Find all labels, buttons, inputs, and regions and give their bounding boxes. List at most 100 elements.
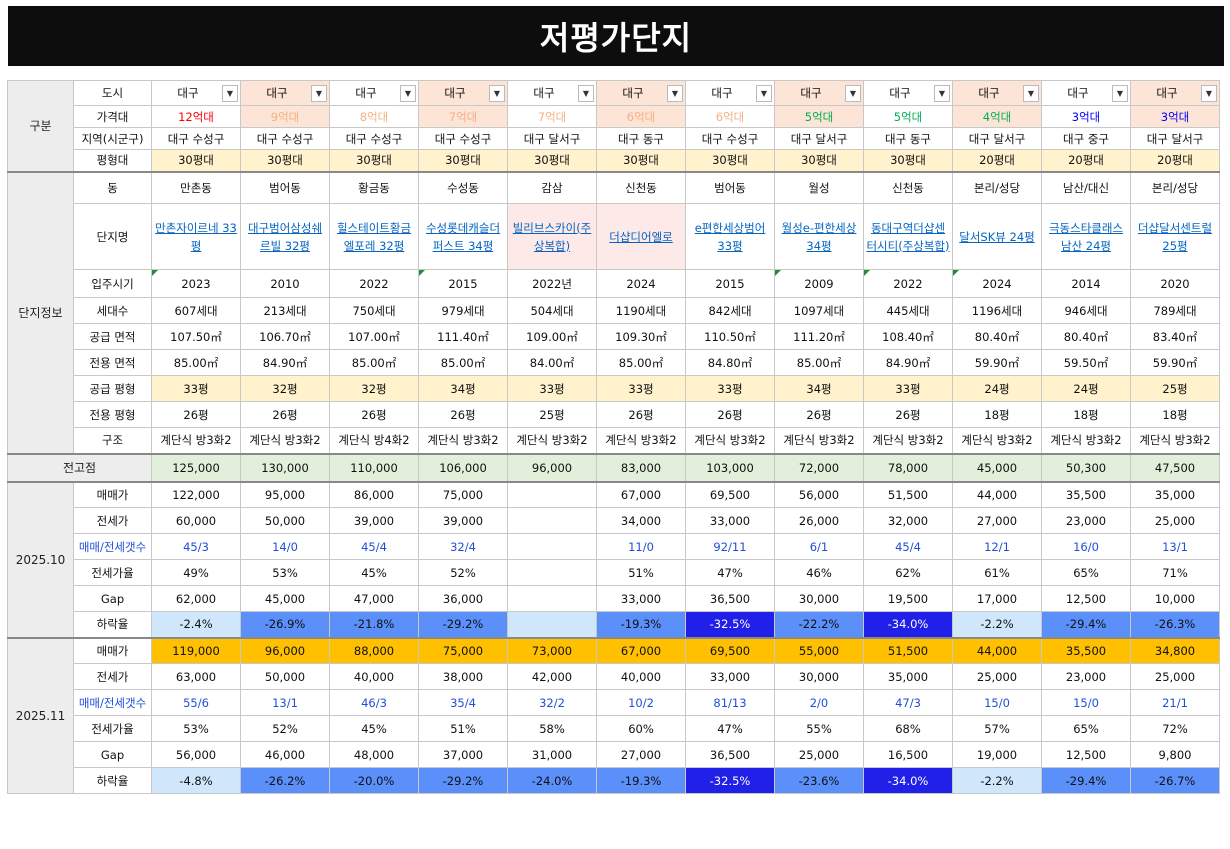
nov-counts-cell: 55/6 bbox=[151, 689, 241, 716]
exclusive-area-cell: 84.00㎡ bbox=[507, 349, 597, 376]
exclusive-area-cell: 85.00㎡ bbox=[329, 349, 419, 376]
section-label-nov: 2025.11 bbox=[7, 636, 74, 794]
city-select[interactable]: 대구 ▼ bbox=[1130, 80, 1220, 106]
supply-pyeong-cell: 34평 bbox=[418, 375, 508, 402]
oct-jeonse-cell: 25,000 bbox=[1130, 507, 1220, 534]
city-select[interactable]: 대구 ▼ bbox=[329, 80, 419, 106]
year-cell: 2022년 bbox=[507, 269, 597, 298]
city-dropdown[interactable]: 대구 ▼ bbox=[1133, 84, 1217, 102]
complex-name-cell[interactable]: 힐스테이트황금엘포레 32평 bbox=[329, 203, 419, 270]
oct-sale-cell: 69,500 bbox=[685, 480, 775, 508]
city-dropdown[interactable]: 대구 ▼ bbox=[866, 84, 950, 102]
complex-name-link[interactable]: 힐스테이트황금엘포레 32평 bbox=[336, 220, 412, 253]
complex-name-link[interactable]: 더샵디어엘로 bbox=[609, 229, 673, 244]
exclusive-pyeong-cell: 18평 bbox=[952, 401, 1042, 428]
section-label-danji: 단지정보 bbox=[7, 170, 74, 454]
city-dropdown[interactable]: 대구 ▼ bbox=[688, 84, 772, 102]
complex-name-cell[interactable]: 더샵달서센트럴 25평 bbox=[1130, 203, 1220, 270]
exclusive-area-cell: 85.00㎡ bbox=[596, 349, 686, 376]
complex-name-link[interactable]: 극동스타클래스남산 24평 bbox=[1048, 220, 1124, 253]
city-select[interactable]: 대구 ▼ bbox=[952, 80, 1042, 106]
dropdown-arrow-icon[interactable]: ▼ bbox=[934, 84, 950, 102]
row-label-price-band: 가격대 bbox=[73, 105, 152, 128]
complex-name-cell[interactable]: 빌리브스카이(주상복합) bbox=[507, 203, 597, 270]
city-dropdown[interactable]: 대구 ▼ bbox=[243, 84, 327, 102]
dropdown-arrow-icon[interactable]: ▼ bbox=[400, 84, 416, 102]
supply-area-cell: 111.20㎡ bbox=[774, 323, 864, 350]
nov-jeonse-cell: 63,000 bbox=[151, 663, 241, 690]
city-dropdown[interactable]: 대구 ▼ bbox=[955, 84, 1039, 102]
oct-sale-cell: 75,000 bbox=[418, 480, 508, 508]
complex-name-link[interactable]: 빌리브스카이(주상복합) bbox=[512, 220, 592, 253]
city-select[interactable]: 대구 ▼ bbox=[863, 80, 953, 106]
supply-area-cell: 107.00㎡ bbox=[329, 323, 419, 350]
city-value: 대구 bbox=[711, 86, 733, 100]
complex-name-cell[interactable]: 월성e-편한세상 34평 bbox=[774, 203, 864, 270]
nov-sale-cell: 44,000 bbox=[952, 636, 1042, 664]
oct-drop-cell: -21.8% bbox=[329, 611, 419, 638]
dropdown-arrow-icon[interactable]: ▼ bbox=[578, 84, 594, 102]
city-dropdown[interactable]: 대구 ▼ bbox=[510, 84, 594, 102]
complex-name-cell[interactable]: e편한세상범어 33평 bbox=[685, 203, 775, 270]
nov-counts-cell: 13/1 bbox=[240, 689, 330, 716]
complex-name-cell[interactable]: 동대구역더샵센터시티(주상복합) bbox=[863, 203, 953, 270]
size-band-cell: 20평대 bbox=[1041, 149, 1131, 172]
complex-name-cell[interactable]: 달서SK뷰 24평 bbox=[952, 203, 1042, 270]
year-cell: 2024 bbox=[952, 269, 1042, 298]
year-cell: 2009 bbox=[774, 269, 864, 298]
dropdown-arrow-icon[interactable]: ▼ bbox=[1023, 84, 1039, 102]
region-cell: 대구 달서구 bbox=[507, 127, 597, 150]
city-select[interactable]: 대구 ▼ bbox=[240, 80, 330, 106]
city-select[interactable]: 대구 ▼ bbox=[685, 80, 775, 106]
nov-drop-cell: -26.2% bbox=[240, 767, 330, 794]
city-select[interactable]: 대구 ▼ bbox=[507, 80, 597, 106]
city-dropdown[interactable]: 대구 ▼ bbox=[599, 84, 683, 102]
city-dropdown[interactable]: 대구 ▼ bbox=[332, 84, 416, 102]
nov-gap-cell: 16,500 bbox=[863, 741, 953, 768]
complex-name-link[interactable]: 더샵달서센트럴 25평 bbox=[1137, 220, 1213, 253]
complex-name-link[interactable]: 달서SK뷰 24평 bbox=[959, 229, 1035, 244]
complex-name-link[interactable]: 대구범어삼성쉐르빌 32평 bbox=[247, 220, 323, 253]
complex-name-link[interactable]: e편한세상범어 33평 bbox=[694, 220, 766, 253]
complex-name-cell[interactable]: 극동스타클래스남산 24평 bbox=[1041, 203, 1131, 270]
section-label-peak: 전고점 bbox=[7, 452, 152, 482]
nov-drop-cell: -24.0% bbox=[507, 767, 597, 794]
dropdown-arrow-icon[interactable]: ▼ bbox=[845, 84, 861, 102]
city-select[interactable]: 대구 ▼ bbox=[774, 80, 864, 106]
city-dropdown[interactable]: 대구 ▼ bbox=[1044, 84, 1128, 102]
dropdown-arrow-icon[interactable]: ▼ bbox=[311, 84, 327, 102]
dropdown-arrow-icon[interactable]: ▼ bbox=[756, 84, 772, 102]
complex-name-cell[interactable]: 더샵디어엘로 bbox=[596, 203, 686, 270]
complex-name-cell[interactable]: 만촌자이르네 33평 bbox=[151, 203, 241, 270]
complex-name-cell[interactable]: 수성롯데캐슬더퍼스트 34평 bbox=[418, 203, 508, 270]
size-band-cell: 30평대 bbox=[329, 149, 419, 172]
oct-drop-cell: -2.2% bbox=[952, 611, 1042, 638]
dong-cell: 신천동 bbox=[596, 170, 686, 204]
city-select[interactable]: 대구 ▼ bbox=[596, 80, 686, 106]
dropdown-arrow-icon[interactable]: ▼ bbox=[1112, 84, 1128, 102]
nov-gap-cell: 46,000 bbox=[240, 741, 330, 768]
supply-pyeong-cell: 32평 bbox=[329, 375, 419, 402]
structure-cell: 계단식 방3화2 bbox=[596, 427, 686, 454]
dropdown-arrow-icon[interactable]: ▼ bbox=[1201, 84, 1217, 102]
dropdown-arrow-icon[interactable]: ▼ bbox=[222, 84, 238, 102]
city-dropdown[interactable]: 대구 ▼ bbox=[421, 84, 505, 102]
complex-name-cell[interactable]: 대구범어삼성쉐르빌 32평 bbox=[240, 203, 330, 270]
nov-counts-cell: 15/0 bbox=[952, 689, 1042, 716]
dropdown-arrow-icon[interactable]: ▼ bbox=[667, 84, 683, 102]
nov-ratio-cell: 65% bbox=[1041, 715, 1131, 742]
city-dropdown[interactable]: 대구 ▼ bbox=[777, 84, 861, 102]
complex-name-link[interactable]: 만촌자이르네 33평 bbox=[155, 220, 237, 253]
nov-jeonse-cell: 40,000 bbox=[329, 663, 419, 690]
oct-sale-cell: 86,000 bbox=[329, 480, 419, 508]
complex-name-link[interactable]: 동대구역더샵센터시티(주상복합) bbox=[866, 220, 950, 253]
complex-name-link[interactable]: 월성e-편한세상 34평 bbox=[781, 220, 857, 253]
complex-name-link[interactable]: 수성롯데캐슬더퍼스트 34평 bbox=[425, 220, 501, 253]
city-dropdown[interactable]: 대구 ▼ bbox=[154, 84, 238, 102]
nov-sale-cell: 55,000 bbox=[774, 636, 864, 664]
city-select[interactable]: 대구 ▼ bbox=[418, 80, 508, 106]
peak-price-cell: 130,000 bbox=[240, 452, 330, 482]
dropdown-arrow-icon[interactable]: ▼ bbox=[489, 84, 505, 102]
city-select[interactable]: 대구 ▼ bbox=[1041, 80, 1131, 106]
city-select[interactable]: 대구 ▼ bbox=[151, 80, 241, 106]
